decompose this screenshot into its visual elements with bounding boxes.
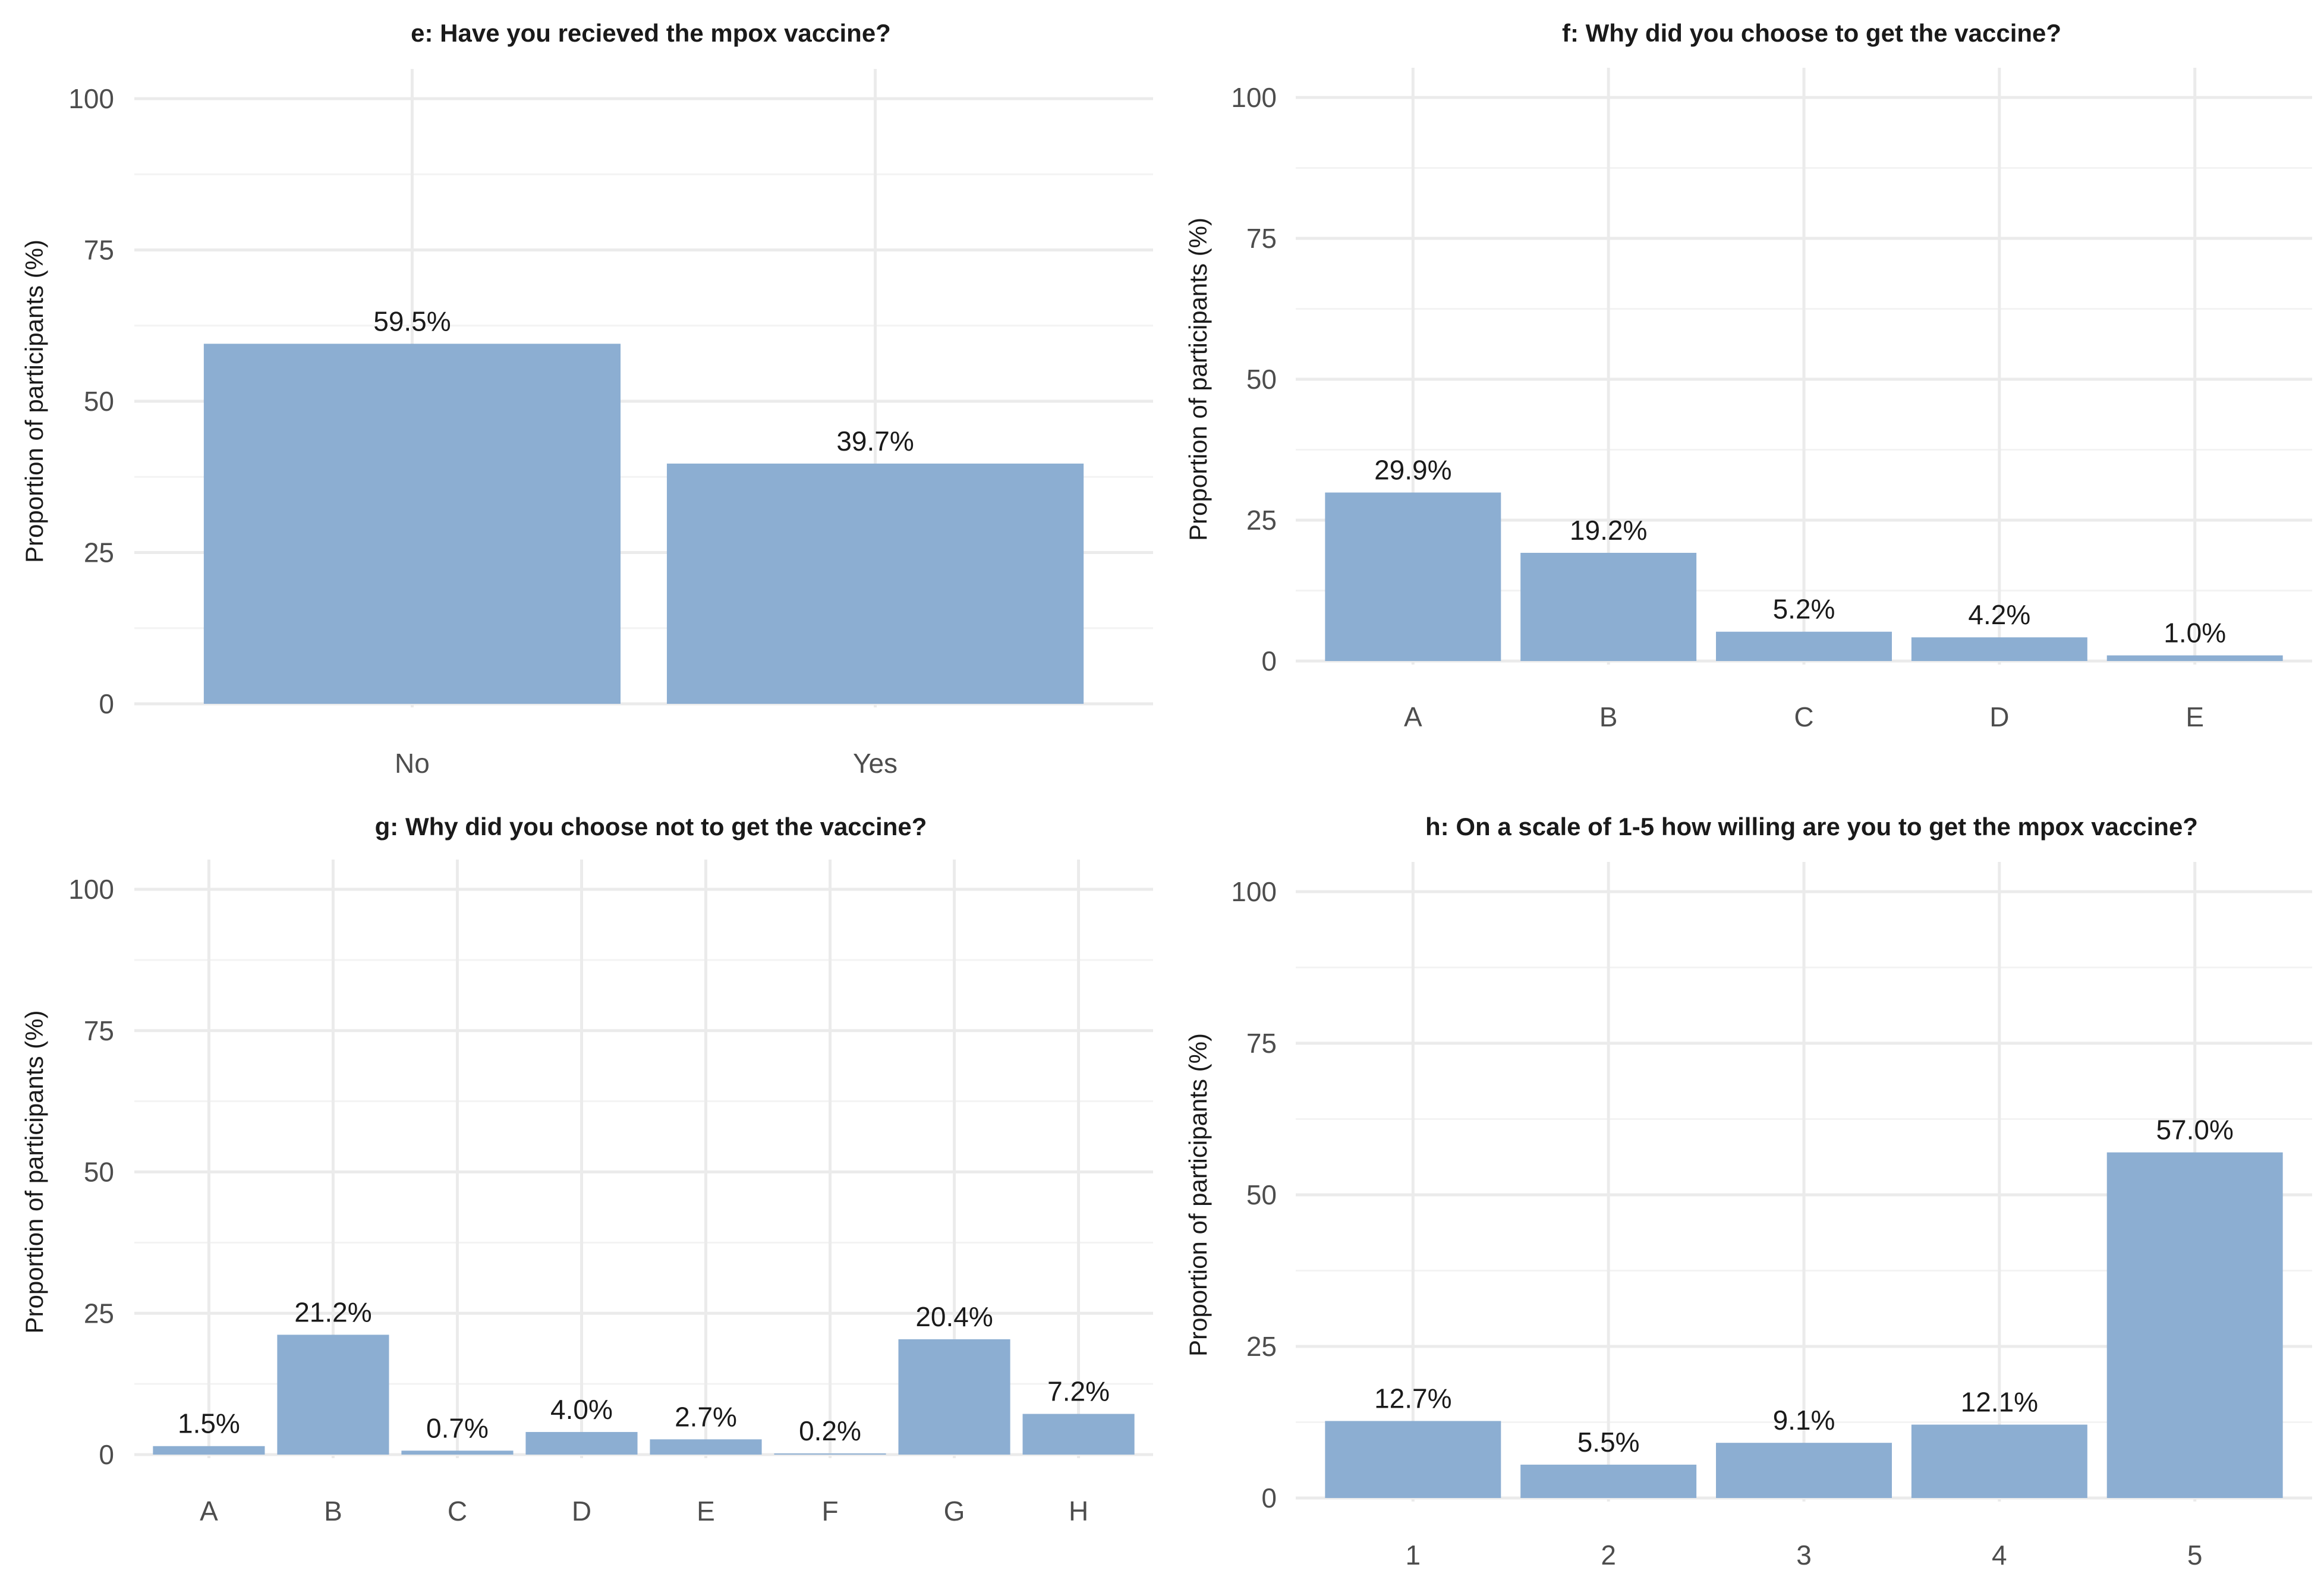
bar — [1520, 1464, 1697, 1498]
y-tick-label: 25 — [84, 1298, 114, 1329]
data-label: 19.2% — [1570, 515, 1647, 546]
bar — [1325, 492, 1501, 661]
bar — [1716, 1443, 1892, 1498]
panel-title: f: Why did you choose to get the vaccine… — [1562, 19, 2061, 47]
x-tick-label: A — [1404, 701, 1422, 732]
y-axis-title: Proportion of participants (%) — [20, 240, 48, 563]
y-tick-label: 100 — [68, 874, 114, 905]
x-tick-label: 2 — [1601, 1540, 1616, 1571]
x-tick-label: 3 — [1796, 1540, 1812, 1571]
y-tick-label: 50 — [1246, 1179, 1277, 1210]
y-tick-label: 25 — [84, 537, 114, 568]
y-axis-title: Proportion of participants (%) — [20, 1011, 48, 1334]
data-label: 5.2% — [1773, 594, 1835, 625]
data-label: 12.7% — [1374, 1383, 1451, 1414]
y-tick-label: 100 — [1231, 876, 1277, 907]
x-tick-label: 4 — [1992, 1540, 2007, 1571]
y-tick-label: 50 — [84, 1157, 114, 1188]
bar — [666, 463, 1084, 704]
data-label: 4.0% — [550, 1394, 613, 1425]
bar — [1911, 1424, 2087, 1498]
panel-title: g: Why did you choose not to get the vac… — [375, 813, 927, 841]
data-label: 4.2% — [1968, 599, 2030, 630]
bar — [277, 1335, 389, 1455]
y-tick-label: 75 — [84, 1015, 114, 1046]
x-tick-label: A — [200, 1496, 218, 1527]
y-tick-label: 75 — [84, 235, 114, 266]
x-tick-label: 5 — [2187, 1540, 2203, 1571]
x-tick-label: B — [1599, 701, 1618, 732]
x-tick-label: E — [697, 1496, 715, 1527]
data-label: 29.9% — [1374, 455, 1451, 486]
data-label: 1.0% — [2164, 618, 2226, 649]
x-tick-label: No — [395, 748, 430, 779]
x-tick-label: 1 — [1406, 1540, 1421, 1571]
data-label: 2.7% — [675, 1401, 737, 1432]
data-label: 7.2% — [1047, 1376, 1110, 1407]
y-tick-label: 25 — [1246, 505, 1277, 536]
y-tick-label: 0 — [1261, 1483, 1277, 1513]
y-tick-label: 50 — [84, 386, 114, 417]
bar — [1022, 1414, 1135, 1455]
data-label: 39.7% — [836, 426, 914, 457]
data-label: 12.1% — [1961, 1387, 2038, 1418]
bar — [898, 1339, 1010, 1455]
x-tick-label: C — [1794, 701, 1813, 732]
y-tick-label: 100 — [1231, 82, 1277, 113]
x-tick-label: E — [2186, 701, 2204, 732]
x-tick-label: D — [1989, 701, 2009, 732]
bar — [1911, 637, 2087, 661]
x-tick-label: H — [1069, 1496, 1088, 1527]
x-tick-label: F — [821, 1496, 838, 1527]
data-label: 20.4% — [915, 1301, 993, 1332]
bar — [1520, 552, 1697, 661]
panel-h: 0 25 50 75 100 12.7% 1 5.5% 2 9.1% 3 12.1% 4 57.0% 5 h:… — [1184, 813, 2312, 1571]
bar — [650, 1439, 762, 1455]
panel-title: h: On a scale of 1-5 how willing are you… — [1425, 813, 2198, 841]
x-tick-label: D — [572, 1496, 591, 1527]
bar — [153, 1446, 265, 1455]
bar — [401, 1450, 514, 1455]
y-tick-label: 0 — [99, 688, 114, 719]
y-tick-label: 0 — [99, 1439, 114, 1470]
data-label: 59.5% — [373, 306, 451, 336]
x-tick-label: B — [324, 1496, 342, 1527]
bar — [1716, 631, 1892, 661]
bar — [774, 1453, 886, 1455]
y-tick-label: 25 — [1246, 1331, 1277, 1362]
y-tick-label: 75 — [1246, 223, 1277, 254]
x-tick-label: Yes — [853, 748, 898, 779]
panel-g: 0 25 50 75 100 1.5% A 21.2% B 0.7% C 4.0% D 2.7% E 0.2%… — [20, 813, 1153, 1527]
data-label: 0.2% — [799, 1415, 861, 1446]
data-label: 57.0% — [2156, 1115, 2233, 1145]
y-tick-label: 100 — [68, 83, 114, 114]
bar — [2106, 655, 2283, 661]
x-tick-label: C — [448, 1496, 467, 1527]
data-label: 9.1% — [1773, 1405, 1835, 1436]
panel-f: 0 25 50 75 100 29.9% A 19.2% B 5.2% C 4.2% D 1.0% Ef: … — [1184, 19, 2312, 732]
y-axis-title: Proportion of participants (%) — [1184, 1033, 1212, 1357]
y-axis-title: Proportion of participants (%) — [1184, 218, 1212, 541]
data-label: 5.5% — [1577, 1427, 1640, 1458]
data-label: 1.5% — [178, 1408, 240, 1439]
data-label: 21.2% — [294, 1296, 371, 1327]
bar — [525, 1431, 638, 1455]
y-tick-label: 0 — [1261, 646, 1277, 676]
panel-title: e: Have you recieved the mpox vaccine? — [411, 19, 891, 47]
bar — [1325, 1421, 1501, 1498]
bar — [2106, 1152, 2283, 1498]
y-tick-label: 75 — [1246, 1028, 1277, 1059]
bar — [203, 344, 621, 704]
y-tick-label: 50 — [1246, 364, 1277, 395]
data-label: 0.7% — [426, 1412, 489, 1443]
panel-e: 0 25 50 75 100 59.5% No 39.7% Yes e: Have you rec… — [20, 19, 1153, 779]
x-tick-label: G — [944, 1496, 965, 1527]
